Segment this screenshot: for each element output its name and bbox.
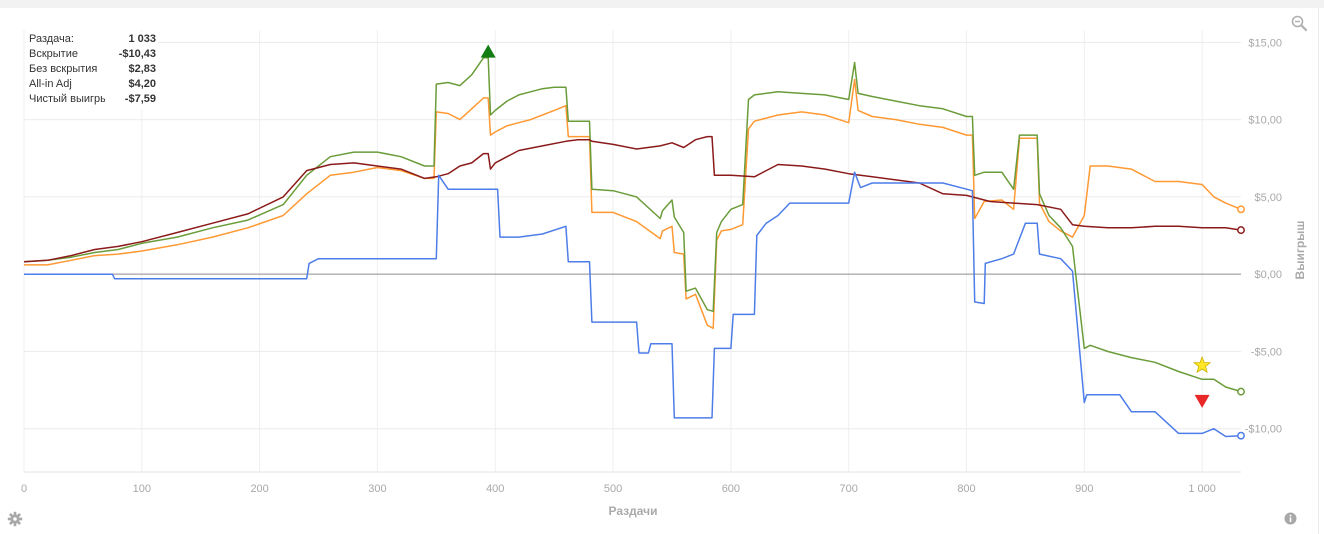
tooltip-label: All-in Adj [29,78,72,90]
x-tick-label: 800 [957,483,975,495]
tooltip-value: $2,83 [128,63,156,75]
x-axis-title: Раздачи [609,504,658,518]
series-end-point-3 [1237,431,1245,440]
right-edge-rule [1318,8,1319,534]
tooltip-row-net-won: Чистый выигрыш -$7,59 [29,92,156,107]
x-tick-label: 400 [486,483,504,495]
chart-top-bar [0,0,1324,8]
tooltip-value: -$10,43 [118,48,156,60]
series-line-0 [24,78,1242,330]
series-end-point-0 [1237,205,1245,214]
chart-grid [23,30,1241,472]
series-line-2 [23,135,1242,263]
tooltip-label: Чистый выигрыш [29,93,105,105]
max-marker-triangle-up [480,44,496,58]
y-tick-label: $5,00 [1254,192,1282,204]
star-marker [1192,355,1212,374]
x-tick-label: 200 [250,483,268,495]
chart-series [23,57,1245,440]
info-icon[interactable] [1284,512,1297,525]
y-axis-title: Выигрыш [1293,221,1307,280]
series-end-point-1 [1237,387,1245,396]
gear-icon[interactable] [7,511,23,527]
x-tick-label: 500 [604,483,622,495]
series-end-point-2 [1237,226,1245,235]
min-marker-triangle-down [1194,394,1210,408]
chart-axes: 0 100 200 300 400 500 600 700 800 900 1 000 $15,00 $… [21,37,1282,495]
x-tick-label: 1 000 [1188,483,1216,495]
y-tick-label: -$5,00 [1251,346,1282,358]
x-tick-label: 300 [368,483,386,495]
x-tick-label: 600 [722,483,740,495]
tooltip-label: Без вскрытия [29,63,98,75]
y-tick-label: -$10,00 [1245,424,1282,436]
tooltip-label: Раздача: [29,33,74,45]
zoom-icon[interactable] [1290,14,1308,32]
tooltip-row-allin-adj: All-in Adj $4,20 [29,77,156,92]
tooltip-value: $4,20 [128,78,156,90]
tooltip-row-hand: Раздача: 1 033 [29,32,156,47]
tooltip-value: -$7,59 [124,93,156,105]
series-line-1 [23,57,1242,393]
chart-markers [480,44,1212,408]
series-line-3 [24,171,1242,438]
x-tick-label: 900 [1075,483,1093,495]
x-tick-label: 0 [21,483,27,495]
tooltip-row-showdown: Вскрытие -$10,43 [29,47,156,62]
y-tick-label: $10,00 [1248,115,1282,127]
y-tick-label: $0,00 [1254,269,1282,281]
x-tick-label: 100 [133,483,151,495]
tooltip-row-non-showdown: Без вскрытия $2,83 [29,62,156,77]
y-tick-label: $15,00 [1248,37,1282,49]
tooltip-label: Вскрытие [29,48,78,60]
x-tick-label: 700 [840,483,858,495]
tooltip-value: 1 033 [128,33,156,45]
tooltip-panel: Раздача: 1 033 Вскрытие -$10,43 Без вскр… [26,32,158,110]
